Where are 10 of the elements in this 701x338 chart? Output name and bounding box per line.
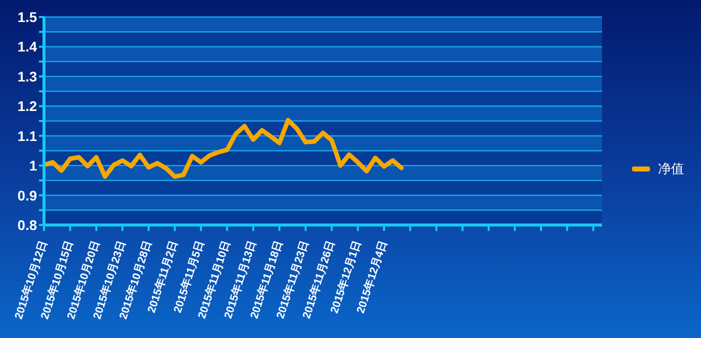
legend-label: 净值 [658,161,684,178]
y-tick-label: 1.1 [18,128,38,144]
y-tick-label: 1.3 [18,68,38,84]
line-series [44,118,404,179]
y-tick-label: 1.2 [18,98,38,114]
y-tick-label: 1.5 [18,8,38,25]
y-tick-label: 0.9 [18,187,38,204]
y-tick-label: 1.4 [18,38,38,55]
y-tick-label: 1 [29,158,38,174]
y-tick-label: 0.8 [18,216,38,233]
